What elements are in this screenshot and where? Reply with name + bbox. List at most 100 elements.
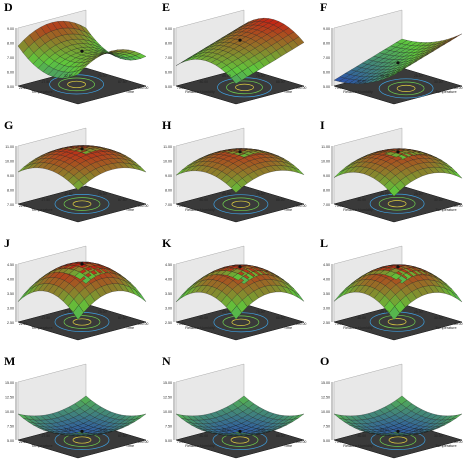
z-tick-label: 7.50: [323, 425, 330, 429]
z-tick-label: 7.50: [7, 425, 14, 429]
contour-line: [369, 193, 425, 214]
panel-letter: J: [4, 236, 10, 250]
contour-line: [222, 197, 260, 212]
x-axis-label: Temperature: [31, 444, 52, 448]
x-tick-label: 80.00: [358, 80, 367, 84]
x-tick-label: 27.50: [42, 316, 51, 320]
x-tick-label: 75.00: [335, 440, 344, 444]
contour-line: [387, 81, 425, 96]
z-tick-label: 2.50: [7, 321, 14, 325]
x-axis-label: Relative Humidity: [343, 90, 373, 94]
z-tick-label: 3.50: [165, 292, 172, 296]
z-tick-label: 8.00: [7, 42, 14, 46]
y-axis-label: Time: [126, 208, 134, 212]
z-tick-label: 9.00: [7, 27, 14, 31]
design-point: [238, 38, 242, 42]
z-tick-label: 10.00: [5, 410, 14, 414]
x-tick-label: 75.00: [335, 204, 344, 208]
design-point: [80, 49, 84, 53]
y-axis-label: Time: [284, 208, 292, 212]
y-tick-label: 88.00: [276, 198, 285, 202]
surface-cell: [17, 290, 29, 302]
y-tick-label: 100.00: [296, 86, 306, 90]
z-tick-label: 15.00: [163, 381, 172, 385]
panel-e: 9.008.007.006.005.00TS (%)75.0080.0085.0…: [158, 0, 316, 118]
z-tick-label: 3.50: [323, 292, 330, 296]
panel-letter: E: [162, 0, 171, 14]
design-point: [238, 265, 242, 269]
y-axis-label: Time: [284, 326, 292, 330]
panel-l: 4.504.003.503.002.50TLC (%)75.0080.0085.…: [316, 236, 474, 354]
y-tick-label: 75.00: [98, 74, 107, 78]
z-tick-label: 7.00: [7, 56, 14, 60]
x-axis-label: Relative Humidity: [185, 326, 215, 330]
contour-floor: [333, 185, 463, 223]
surface-cell: [333, 290, 345, 302]
surface-cell: [135, 290, 147, 302]
y-tick-label: 35.00: [454, 322, 463, 326]
x-axis-label: Relative Humidity: [343, 326, 373, 330]
surface-cell: [446, 35, 458, 42]
y-tick-label: 35.00: [454, 204, 463, 208]
response-surface: [17, 145, 147, 191]
panel-k: 4.504.003.503.002.50TLC (%)75.0080.0085.…: [158, 236, 316, 354]
design-point: [396, 61, 400, 65]
contour-floor: [175, 67, 305, 105]
surface-cell: [333, 413, 345, 420]
z-tick-label: 5.00: [323, 85, 330, 89]
design-point: [396, 150, 400, 154]
x-tick-label: 75.00: [335, 322, 344, 326]
contour-line: [213, 194, 269, 215]
y-tick-label: 87.50: [118, 198, 127, 202]
x-tick-label: 85.00: [380, 74, 389, 78]
y-axis-label: Time: [126, 444, 134, 448]
z-tick-label: 3.00: [323, 307, 330, 311]
response-surface: [175, 148, 305, 193]
z-tick-label: 9.00: [7, 174, 14, 178]
z-tick-label: 5.00: [165, 439, 172, 443]
y-tick-label: 30.00: [434, 80, 443, 84]
z-tick-label: 7.50: [165, 425, 172, 429]
z-tick-label: 10.00: [163, 410, 172, 414]
y-axis-label: Temperature: [435, 90, 456, 94]
surface-cell: [17, 164, 29, 173]
y-tick-label: 100.00: [296, 204, 306, 208]
x-tick-label: 85.00: [380, 428, 389, 432]
x-tick-label: 75.00: [177, 86, 186, 90]
x-tick-label: 75.00: [177, 322, 186, 326]
y-tick-label: 88.00: [276, 434, 285, 438]
response-surface: [175, 264, 305, 320]
contour-line: [222, 315, 260, 330]
x-tick-label: 22.50: [19, 440, 28, 444]
surface-plot-l: 4.504.003.503.002.50TLC (%)75.0080.0085.…: [323, 245, 463, 341]
z-tick-label: 5.00: [7, 439, 14, 443]
y-tick-label: 75.00: [98, 428, 107, 432]
contour-line: [72, 200, 92, 208]
x-tick-label: 32.50: [64, 310, 73, 314]
x-tick-label: 32.50: [64, 428, 73, 432]
contour-line: [378, 78, 434, 99]
z-tick-label: 2.50: [323, 321, 330, 325]
panel-letter: I: [320, 118, 325, 132]
y-axis-label: Time: [284, 444, 292, 448]
surface-cell: [451, 291, 463, 303]
y-tick-label: 87.50: [118, 80, 127, 84]
y-tick-label: 25.00: [414, 310, 423, 314]
contour-floor: [333, 303, 463, 341]
y-tick-label: 75.00: [256, 428, 265, 432]
contour-line: [231, 200, 251, 208]
z-tick-label: 5.00: [323, 439, 330, 443]
z-tick-label: 4.50: [165, 263, 172, 267]
z-tick-label: 3.50: [7, 292, 14, 296]
contour-line: [67, 80, 86, 88]
x-axis-label: Temperature: [31, 326, 52, 330]
z-tick-label: 7.00: [323, 203, 330, 207]
x-tick-label: 85.00: [380, 310, 389, 314]
x-tick-label: 85.00: [222, 428, 231, 432]
x-axis-label: Relative Humidity: [343, 444, 373, 448]
x-tick-label: 22.50: [19, 322, 28, 326]
